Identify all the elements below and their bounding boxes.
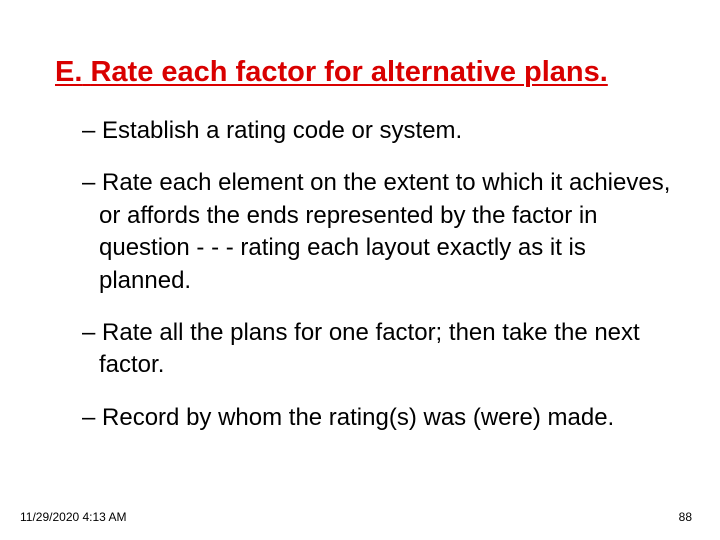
heading-text: Rate each factor for alternative plans. bbox=[90, 56, 607, 88]
bullet-text: Rate each element on the extent to which… bbox=[99, 169, 670, 293]
bullet-marker: – bbox=[82, 169, 95, 196]
footer-page-number: 88 bbox=[679, 510, 692, 524]
bullet-marker: – bbox=[82, 319, 95, 346]
bullet-text: Rate all the plans for one factor; then … bbox=[99, 319, 640, 378]
bullet-text: Establish a rating code or system. bbox=[102, 117, 462, 144]
bullet-text: Record by whom the rating(s) was (were) … bbox=[102, 404, 614, 431]
bullet-marker: – bbox=[82, 404, 95, 431]
list-item: – Rate each element on the extent to whi… bbox=[82, 167, 672, 297]
list-item: – Rate all the plans for one factor; the… bbox=[82, 317, 672, 382]
heading-prefix: E. bbox=[55, 56, 82, 88]
list-item: – Record by whom the rating(s) was (were… bbox=[82, 402, 672, 434]
list-item: – Establish a rating code or system. bbox=[82, 115, 672, 147]
slide: E. Rate each factor for alternative plan… bbox=[0, 0, 720, 540]
bullet-list: – Establish a rating code or system. – R… bbox=[82, 115, 672, 454]
footer-timestamp: 11/29/2020 4:13 AM bbox=[20, 510, 127, 524]
slide-heading: E. Rate each factor for alternative plan… bbox=[55, 56, 675, 89]
bullet-marker: – bbox=[82, 117, 95, 144]
